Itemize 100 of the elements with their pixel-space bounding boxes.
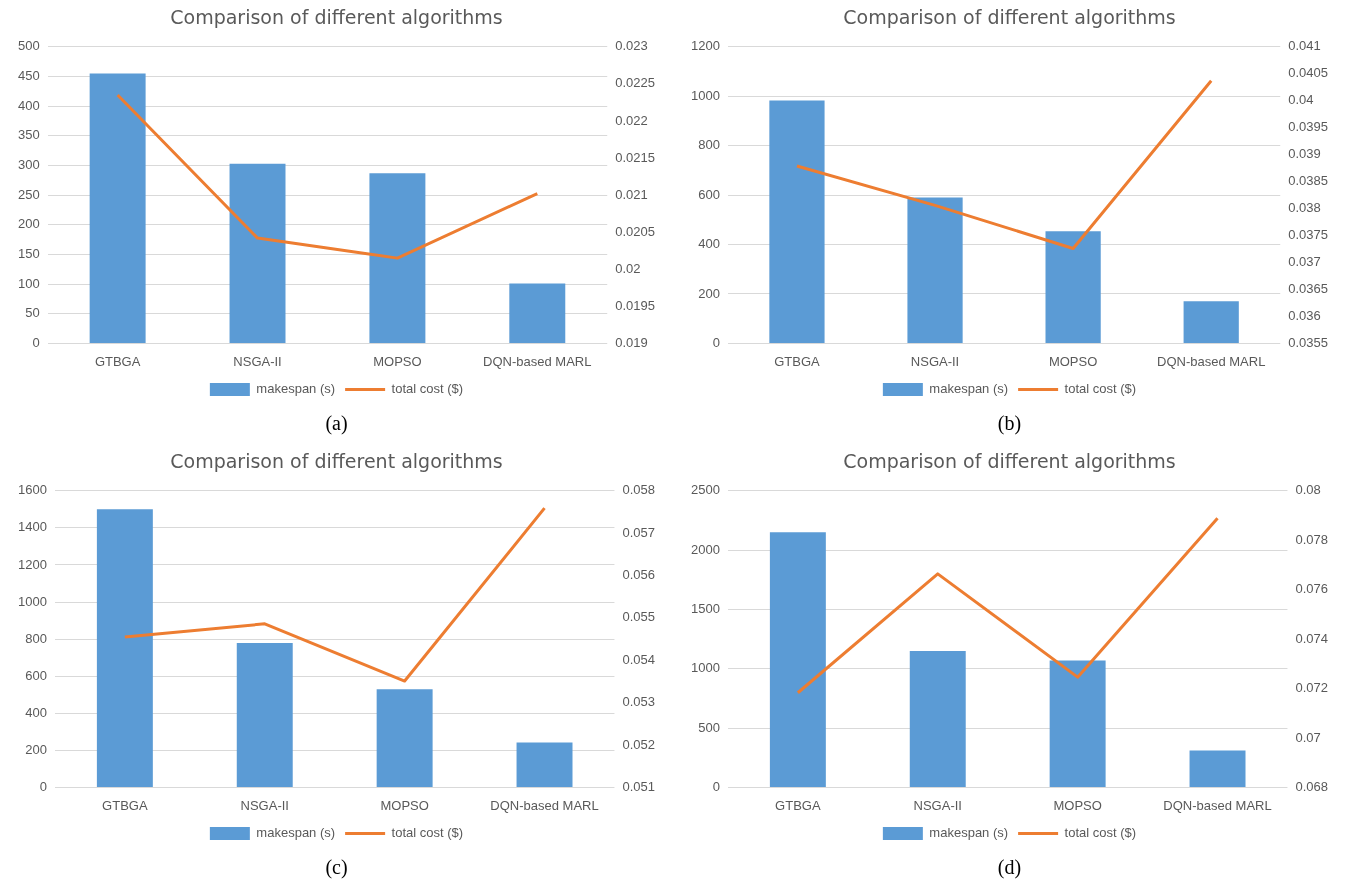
y2-tick-label: 0.056	[622, 567, 656, 583]
y2-tick-label: 0.037	[1288, 254, 1321, 270]
x-tick-label: NSGA-II	[233, 353, 282, 369]
y-tick-label: 0	[712, 334, 720, 350]
x-tick-label: DQN-based MARL	[490, 797, 599, 813]
y2-tick-label: 0.019	[615, 334, 648, 350]
x-tick-label: GTBGA	[94, 353, 141, 369]
legend-label: makespan (s)	[256, 381, 336, 397]
y2-tick-label: 0.038	[1288, 200, 1321, 216]
y2-tick-label: 0.07	[1295, 729, 1321, 745]
y2-tick-label: 0.036	[1288, 308, 1321, 324]
text: (c)	[324, 855, 349, 881]
legend-label: total cost ($)	[1064, 825, 1137, 841]
y2-tick-label: 0.08	[1295, 482, 1321, 498]
x-tick-label: DQN-based MARL	[1163, 797, 1272, 813]
y-tick-label: 500	[698, 719, 720, 735]
y2-tick-label: 0.041	[1288, 38, 1321, 54]
y-tick-label: 1200	[691, 38, 720, 54]
bar	[369, 173, 426, 343]
y-tick-label: 300	[17, 157, 40, 173]
y2-tick-label: 0.039	[1288, 146, 1321, 162]
y2-tick-label: 0.051	[622, 778, 656, 794]
bar	[509, 283, 566, 343]
y2-tick-label: 0.0195	[615, 297, 655, 313]
bar	[769, 532, 826, 787]
y2-tick-label: 0.0385	[1288, 173, 1328, 189]
y2-tick-label: 0.078	[1295, 531, 1329, 547]
y2-tick-label: 0.055	[622, 609, 656, 625]
x-tick-label: NSGA-II	[240, 797, 289, 813]
bar	[96, 509, 153, 787]
y2-tick-label: 0.0215	[615, 149, 655, 165]
y-tick-label: 2500	[691, 482, 720, 498]
y2-tick-label: 0.0365	[1288, 281, 1328, 297]
x-tick-label: MOPSO	[380, 797, 429, 813]
text: (d)	[996, 855, 1023, 881]
y-tick-label: 150	[17, 246, 40, 261]
y2-tick-label: 0.0395	[1288, 119, 1328, 135]
y2-tick-label: 0.0355	[1288, 334, 1328, 350]
y-tick-label: 1600	[18, 482, 47, 498]
bar	[236, 642, 293, 787]
y-tick-label: 800	[698, 137, 720, 153]
bar	[1189, 750, 1246, 787]
y-tick-label: 500	[17, 38, 40, 54]
y2-tick-label: 0.057	[622, 524, 656, 540]
bar	[1045, 231, 1101, 343]
y2-tick-label: 0.0375	[1288, 227, 1328, 243]
bar	[909, 650, 966, 787]
y-tick-label: 0	[39, 778, 47, 794]
y-tick-label: 1500	[691, 601, 720, 617]
y-tick-label: 250	[17, 186, 40, 202]
y2-tick-label: 0.021	[615, 186, 648, 202]
y-tick-label: 1000	[691, 87, 720, 103]
y-tick-label: 100	[17, 275, 40, 291]
y-tick-label: 200	[698, 285, 720, 301]
y2-tick-label: 0.0405	[1288, 65, 1328, 81]
chart-title: Comparison of different algorithms	[170, 450, 503, 473]
legend-label: total cost ($)	[391, 825, 464, 841]
y2-tick-label: 0.068	[1295, 778, 1329, 794]
y-tick-label: 0	[712, 778, 720, 794]
legend-label: makespan (s)	[929, 825, 1009, 841]
text: (b)	[996, 411, 1023, 437]
x-tick-label: GTBGA	[774, 353, 821, 369]
x-tick-label: DQN-based MARL	[1157, 353, 1266, 369]
y-tick-label: 2000	[691, 541, 720, 557]
legend-label: total cost ($)	[1064, 381, 1137, 397]
text: (a)	[324, 411, 349, 437]
y2-tick-label: 0.0205	[615, 223, 655, 239]
bar	[907, 197, 963, 343]
legend-label: makespan (s)	[929, 381, 1009, 397]
y2-tick-label: 0.0225	[615, 75, 655, 91]
y-tick-label: 800	[25, 630, 47, 646]
bar	[1049, 660, 1106, 787]
y2-tick-label: 0.058	[622, 482, 656, 498]
y2-tick-label: 0.02	[615, 260, 641, 276]
y-tick-label: 600	[698, 186, 720, 202]
legend-label: makespan (s)	[256, 825, 336, 841]
y-tick-label: 400	[25, 704, 47, 720]
y-tick-label: 1000	[18, 593, 47, 609]
y2-tick-label: 0.04	[1288, 92, 1314, 108]
chart-title: Comparison of different algorithms	[170, 6, 503, 29]
y2-tick-label: 0.076	[1295, 581, 1329, 597]
x-tick-label: NSGA-II	[913, 797, 962, 813]
y2-tick-label: 0.072	[1295, 680, 1329, 696]
x-tick-label: DQN-based MARL	[483, 353, 592, 369]
y-tick-label: 350	[17, 127, 40, 143]
bar	[89, 73, 146, 343]
y-tick-label: 200	[25, 741, 47, 757]
y-tick-label: 50	[25, 305, 40, 321]
y2-tick-label: 0.074	[1295, 630, 1329, 646]
y2-tick-label: 0.022	[615, 112, 648, 128]
y-tick-label: 600	[25, 667, 47, 683]
x-tick-label: GTBGA	[775, 797, 821, 813]
y2-tick-label: 0.052	[622, 736, 656, 752]
y-tick-label: 400	[17, 97, 40, 113]
x-tick-label: MOPSO	[1053, 797, 1102, 813]
bar	[229, 163, 286, 343]
x-tick-label: GTBGA	[102, 797, 148, 813]
y-tick-label: 450	[17, 68, 40, 84]
bar	[376, 689, 433, 787]
y2-tick-label: 0.053	[622, 694, 656, 710]
